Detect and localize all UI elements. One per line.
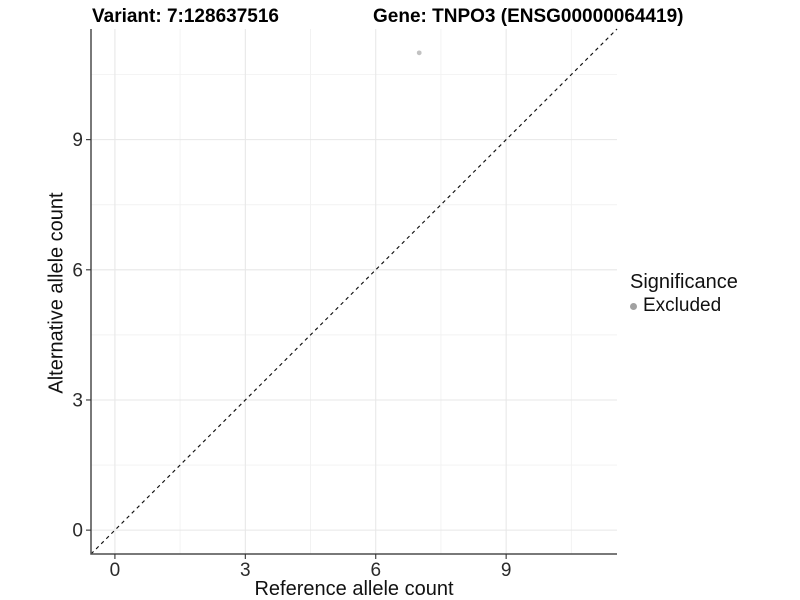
y-tick-label: 0 (72, 521, 83, 542)
legend-title: Significance (630, 271, 738, 293)
legend-item-excluded: Excluded (627, 295, 738, 317)
axis-line (90, 29, 617, 555)
x-tick-label: 9 (501, 560, 512, 581)
legend-item-label: Excluded (643, 295, 722, 316)
legend-point-icon (630, 302, 637, 310)
x-tick-label: 0 (110, 560, 121, 581)
y-tick-label: 9 (72, 130, 83, 151)
x-tick-label: 6 (370, 560, 381, 581)
x-tick-label: 3 (240, 560, 251, 581)
y-tick-label: 3 (72, 390, 83, 411)
data-point (416, 50, 422, 56)
gene-title: Gene: TNPO3 (ENSG00000064419) (373, 6, 684, 27)
identity-line (90, 28, 618, 555)
variant-title: Variant: 7:128637516 (92, 6, 279, 27)
y-tick-label: 6 (72, 260, 83, 281)
x-axis-title: Reference allele count (254, 578, 454, 600)
legend: Significance Excluded (627, 271, 738, 317)
y-axis-title: Alternative allele count (45, 192, 68, 394)
